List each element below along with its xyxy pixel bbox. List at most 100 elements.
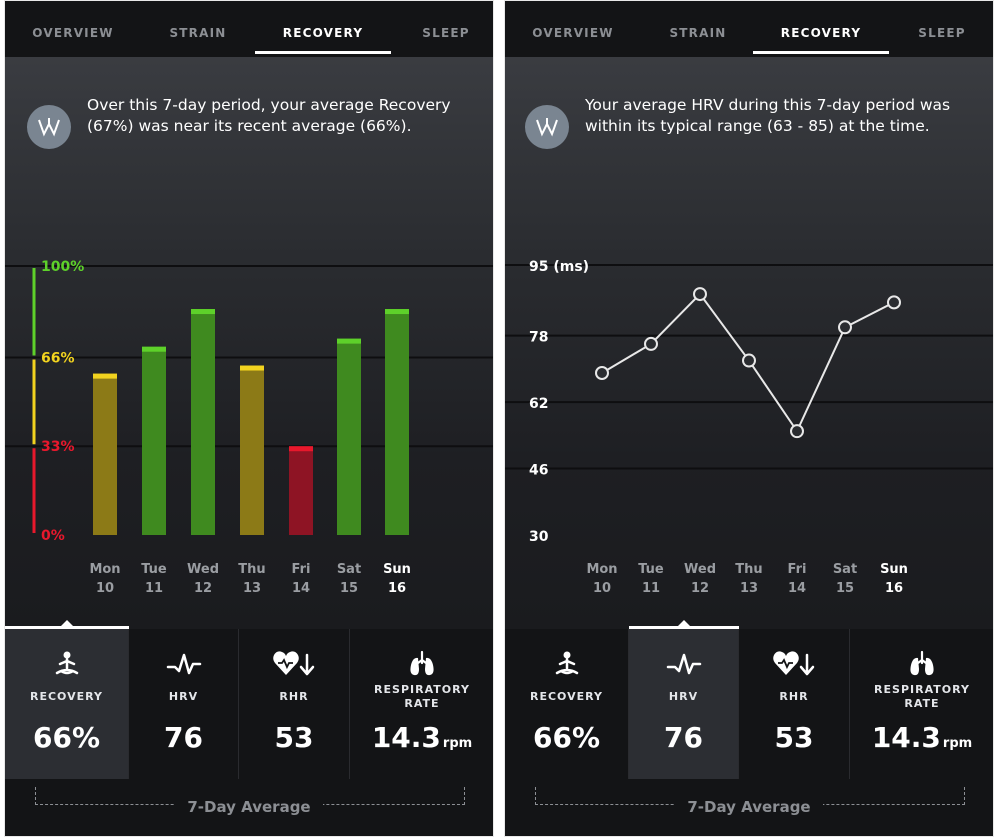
selected-stat-indicator [629,626,739,629]
recovery-bar[interactable] [142,346,166,535]
day-name-label: Mon [586,562,617,577]
stat-hrv[interactable]: HRV 76 [629,620,739,779]
stat-value: 53 [274,721,314,754]
hrv-data-point[interactable] [644,336,658,351]
stat-recovery[interactable]: RECOVERY 66% [5,620,129,779]
hrv-data-point[interactable] [838,320,852,335]
recovery-bar-cap [240,365,264,371]
tab-strain[interactable]: STRAIN [669,26,727,40]
meditation-icon [505,649,628,679]
y-tick-label: 46 [529,463,548,479]
hrv-data-point[interactable] [693,287,707,302]
stat-unit: rpm [442,736,473,751]
selected-stat-caret-icon [677,620,691,627]
hrv-data-point[interactable] [742,353,756,368]
stat-hrv[interactable]: HRV 76 [129,629,239,779]
recovery-bar-cap [93,373,117,379]
day-name-label: Thu [238,562,265,577]
hrv-pulse-icon [629,649,738,679]
stat-respiratory-rate[interactable]: RESPIRATORY RATE 14.3 rpm [350,629,493,779]
recovery-bar[interactable] [93,373,117,535]
stat-rhr[interactable]: RHR 53 [239,629,350,779]
y-tick-label: 62 [529,396,548,412]
meditation-icon [5,649,128,679]
y-tick-label: 33% [41,439,75,455]
recovery-bar[interactable] [337,338,361,535]
tab-strain[interactable]: STRAIN [169,26,227,40]
stat-unit: rpm [942,736,973,751]
y-tick-label: 66% [41,350,75,366]
day-number-label: 10 [593,581,611,596]
tab-recovery[interactable]: RECOVERY [780,26,862,40]
selected-stat-caret-icon [60,620,74,627]
whoop-logo-icon [525,105,569,149]
stat-label: RHR [279,690,309,703]
day-number-label: 11 [145,581,163,596]
hrv-pulse-icon [129,649,238,679]
recovery-bar[interactable] [385,309,409,535]
tab-sleep[interactable]: SLEEP [422,26,470,40]
stat-recovery[interactable]: RECOVERY 66% [505,629,629,779]
stat-label: HRV [668,690,699,703]
active-tab-underline [753,51,889,54]
day-number-label: 11 [642,581,660,596]
day-number-label: 16 [885,581,903,596]
day-number-label: 13 [740,581,758,596]
stat-label: RESPIRATORY RATE [874,683,970,710]
y-tick-label: 95 (ms) [529,259,589,275]
day-number-label: 16 [388,581,406,596]
day-number-label: 12 [194,581,212,596]
hrv-data-point[interactable] [887,295,901,310]
day-name-label: Thu [735,562,762,577]
whoop-logo-icon [27,105,71,149]
stat-value: 76 [664,721,703,754]
stat-label: HRV [168,690,199,703]
day-name-label: Mon [89,562,120,577]
day-name-label: Wed [684,562,716,577]
stat-value: 76 [164,721,203,754]
day-name-label: Sun [383,562,411,577]
recovery-bar-cap [142,346,166,352]
lungs-icon [850,649,993,679]
day-number-label: 13 [243,581,261,596]
stats-bar: RECOVERY 66% HRV 76 RHR 53 RESPIRATORY RATE 14.3… [5,620,493,779]
average-label: 7-Day Average [175,798,323,816]
tab-bar: OVERVIEW STRAIN RECOVERY SLEEP [505,1,993,57]
stat-label: RESPIRATORY RATE [374,683,470,710]
tab-bar: OVERVIEW STRAIN RECOVERY SLEEP [5,1,493,57]
day-number-label: 15 [340,581,358,596]
day-name-label: Sat [337,562,361,577]
day-name-label: Sat [833,562,857,577]
insight-text: Over this 7-day period, your average Rec… [87,96,451,135]
stats-bar: RECOVERY 66% HRV 76 RHR 53 RESPIRATORY RATE 14.3… [505,620,993,779]
recovery-bar-chart: 100% 66% 33% 0% Mon 10 Tue 11 Wed 12 Thu 13 Fri 14 Sat… [5,259,493,596]
tab-overview[interactable]: OVERVIEW [532,26,614,40]
active-tab-underline [255,51,391,54]
heart-down-icon [739,649,849,679]
stat-label: RECOVERY [30,690,103,703]
recovery-bar[interactable] [289,446,313,535]
stat-value: 66% [532,721,601,754]
y-tick-label: 30 [529,529,549,545]
stat-label: RECOVERY [530,690,603,703]
tab-overview[interactable]: OVERVIEW [32,26,114,40]
hrv-data-point[interactable] [595,366,609,380]
y-tick-label: 0% [41,528,65,544]
recovery-bar[interactable] [240,365,264,535]
hrv-data-point[interactable] [790,424,804,439]
stat-value: 14.3 rpm [371,721,473,754]
day-name-label: Fri [788,562,807,577]
stat-respiratory-rate[interactable]: RESPIRATORY RATE 14.3 rpm [850,629,993,779]
day-number-label: 12 [691,581,709,596]
tab-recovery[interactable]: RECOVERY [282,26,364,40]
y-tick-label: 100% [41,259,84,275]
day-name-label: Tue [638,562,664,577]
insight-text: Your average HRV during this 7-day perio… [585,96,951,135]
selected-stat-indicator [5,626,129,629]
stat-value: 53 [774,721,814,754]
recovery-screen-left: OVERVIEW STRAIN RECOVERY SLEEP Over this… [4,0,494,837]
recovery-bar[interactable] [191,309,215,535]
hrv-line-chart: 95 (ms) 78 62 46 30 Mon 10 Tue 11 Wed 12 Thu 13 Fri 14… [505,259,993,596]
stat-rhr[interactable]: RHR 53 [739,629,850,779]
tab-sleep[interactable]: SLEEP [918,26,966,40]
